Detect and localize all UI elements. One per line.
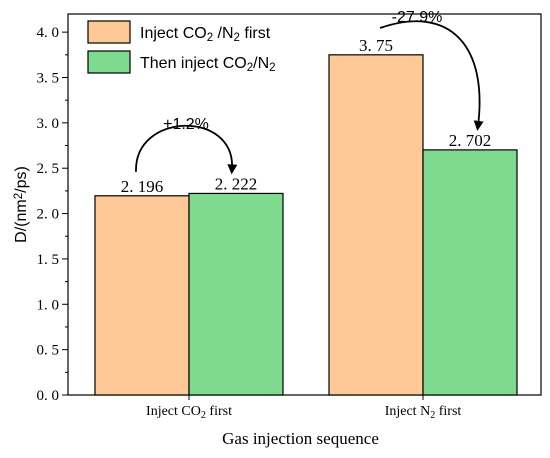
x-tick-label: Inject CO2 first <box>146 404 232 421</box>
bar-then-0 <box>188 192 284 396</box>
bar-first-0 <box>94 195 190 396</box>
y-axis-title: D/(nm2/ps) <box>13 166 30 243</box>
bar-value-label: 2. 196 <box>121 177 164 196</box>
legend-label-0: Inject CO2 /N2 first <box>140 25 271 44</box>
y-tick-label: 2. 0 <box>37 207 60 223</box>
change-annotation: -27.9% <box>392 9 443 26</box>
bar-value-label: 2. 702 <box>449 131 492 150</box>
y-tick-label: 3. 5 <box>37 71 60 87</box>
y-tick-label: 0. 0 <box>37 388 60 404</box>
bar-then-1 <box>422 149 518 396</box>
x-tick-label: Inject N2 first <box>385 404 462 421</box>
plot-frame <box>67 13 542 396</box>
bar-first-1 <box>328 54 424 396</box>
y-tick-label: 2. 5 <box>37 161 60 177</box>
change-annotation: +1.2% <box>163 116 209 133</box>
x-axis-title: Gas injection sequence <box>222 429 379 448</box>
legend-swatch-0 <box>87 20 131 44</box>
y-tick-label: 3. 0 <box>37 116 60 132</box>
bar-value-label: 2. 222 <box>215 174 258 193</box>
legend-swatch-1 <box>87 50 131 74</box>
y-tick-label: 1. 5 <box>37 252 60 268</box>
y-tick-label: 0. 5 <box>37 343 60 359</box>
change-arrow <box>379 20 484 131</box>
legend-label-1: Then inject CO2/N2 <box>140 55 276 74</box>
y-tick-label: 4. 0 <box>37 25 60 41</box>
y-tick-label: 1. 0 <box>37 297 60 313</box>
bar-value-label: 3. 75 <box>359 36 393 55</box>
change-arrow <box>135 124 238 175</box>
